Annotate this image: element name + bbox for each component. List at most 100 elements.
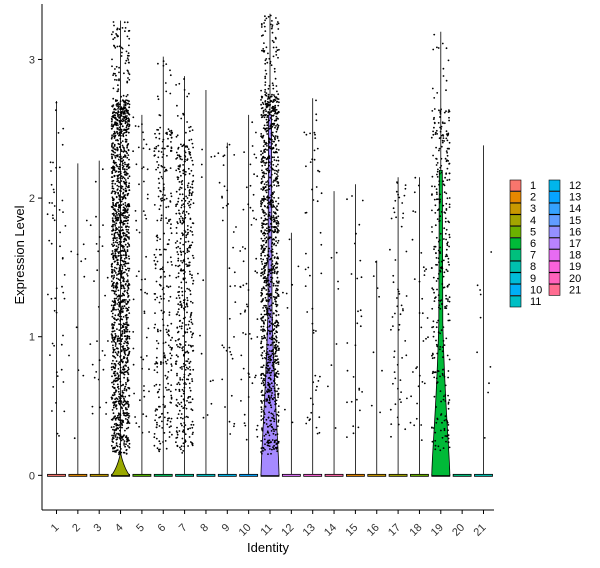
point-4 <box>115 417 118 419</box>
point-11 <box>266 189 268 191</box>
point-4 <box>125 239 128 242</box>
point-19 <box>445 228 448 231</box>
point-6 <box>164 170 166 173</box>
point-11 <box>270 268 273 270</box>
point-7 <box>189 203 192 206</box>
point-4 <box>111 262 114 265</box>
point-4 <box>120 46 123 49</box>
point-4 <box>115 211 118 214</box>
point-13 <box>312 381 315 384</box>
point-7 <box>188 382 191 385</box>
point-19 <box>432 276 435 279</box>
point-7 <box>177 253 180 256</box>
point-11 <box>264 237 266 240</box>
point-11 <box>273 444 275 447</box>
point-11 <box>277 171 279 173</box>
point-4 <box>125 50 128 53</box>
point-4 <box>117 400 120 403</box>
point-17 <box>401 202 404 204</box>
point-7 <box>186 121 189 123</box>
point-6 <box>161 288 164 291</box>
point-5 <box>145 143 148 146</box>
point-6 <box>170 192 172 195</box>
point-17 <box>392 207 395 210</box>
point-4 <box>123 440 126 442</box>
point-7 <box>181 204 183 207</box>
point-19 <box>447 403 450 405</box>
point-4 <box>110 153 113 156</box>
point-7 <box>186 228 189 231</box>
point-4 <box>114 249 117 252</box>
point-13 <box>305 211 308 214</box>
point-19 <box>438 149 440 152</box>
point-6 <box>162 287 165 289</box>
point-17 <box>404 340 407 342</box>
point-4 <box>126 344 128 347</box>
point-11 <box>266 102 269 105</box>
point-17 <box>405 354 408 357</box>
point-13 <box>309 397 312 400</box>
point-19 <box>445 160 448 163</box>
point-4 <box>116 103 119 106</box>
point-11 <box>261 175 264 178</box>
point-9 <box>233 425 235 428</box>
point-7 <box>187 240 190 243</box>
point-11 <box>277 358 279 361</box>
point-19 <box>433 121 436 124</box>
point-11 <box>266 353 269 356</box>
point-4 <box>119 451 122 454</box>
point-4 <box>112 203 115 206</box>
point-7 <box>178 430 181 432</box>
point-19 <box>440 108 442 111</box>
point-7 <box>174 388 177 391</box>
point-4 <box>124 353 127 356</box>
point-7 <box>186 305 189 308</box>
point-11 <box>268 385 271 388</box>
point-7 <box>187 212 190 215</box>
point-11 <box>263 232 266 235</box>
point-10 <box>242 367 245 370</box>
point-4 <box>127 231 130 234</box>
point-4 <box>118 377 121 380</box>
point-6 <box>155 361 158 363</box>
x-tick-label: 6 <box>156 522 169 535</box>
point-19 <box>448 197 451 199</box>
point-11 <box>272 266 275 268</box>
point-11 <box>260 153 262 156</box>
point-11 <box>263 334 266 337</box>
point-4 <box>111 65 113 68</box>
point-6 <box>170 136 173 139</box>
point-11 <box>276 345 279 348</box>
point-7 <box>190 194 193 197</box>
point-4 <box>115 112 118 114</box>
point-4 <box>119 380 122 383</box>
point-11 <box>268 84 271 87</box>
point-6 <box>169 339 172 341</box>
point-4 <box>125 414 127 417</box>
point-11 <box>266 347 269 350</box>
point-10 <box>251 121 254 124</box>
point-4 <box>127 366 130 369</box>
point-19 <box>441 283 444 285</box>
point-11 <box>263 114 266 116</box>
point-4 <box>113 236 116 239</box>
point-11 <box>267 361 270 364</box>
point-4 <box>128 189 131 192</box>
point-6 <box>164 275 166 278</box>
point-4 <box>118 214 121 217</box>
point-11 <box>268 320 271 323</box>
point-4 <box>120 439 123 442</box>
point-1 <box>52 188 55 191</box>
point-10 <box>243 151 246 154</box>
point-4 <box>125 436 128 439</box>
point-1 <box>60 368 63 371</box>
point-19 <box>439 246 441 249</box>
point-6 <box>169 256 172 259</box>
point-11 <box>265 130 268 133</box>
point-4 <box>128 267 131 270</box>
point-4 <box>124 445 126 448</box>
point-4 <box>121 407 123 410</box>
point-11 <box>269 361 271 364</box>
point-7 <box>189 369 192 371</box>
